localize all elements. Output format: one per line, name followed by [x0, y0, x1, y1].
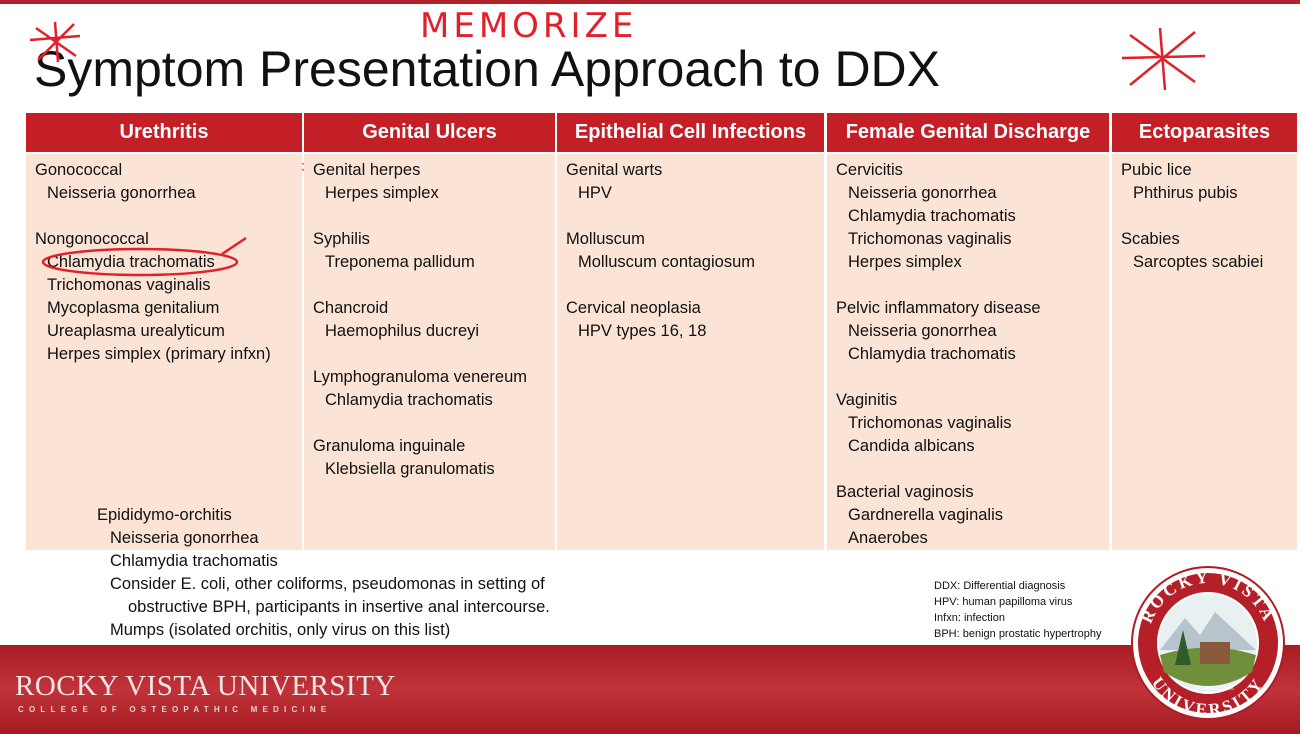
group-heading: Chancroid — [313, 299, 389, 317]
group-heading: Pubic lice — [1121, 161, 1192, 179]
group-item: Chlamydia trachomatis — [848, 207, 1016, 225]
asterisk — [1121, 27, 1206, 91]
group-item: Haemophilus ducreyi — [325, 322, 480, 340]
group-item: Herpes simplex — [848, 253, 962, 271]
group-item: Ureaplasma urealyticum — [47, 322, 225, 340]
group-heading: Cervical neoplasia — [566, 299, 701, 317]
group-item: Herpes simplex — [325, 184, 439, 202]
group-item: Consider E. coli, other coliforms, pseud… — [110, 575, 550, 616]
column-body: Cervicitis Neisseria gonorrhea Chlamydia t… — [827, 154, 1109, 550]
group-item: Sarcoptes scabiei — [1133, 253, 1264, 271]
group-item: Chlamydia trachomatis — [47, 253, 215, 271]
group-item: Trichomonas vaginalis — [848, 414, 1012, 432]
group-heading: Epididymo-orchitis — [97, 506, 232, 524]
group-item: Trichomonas vaginalis — [848, 230, 1012, 248]
group-item: HPV types 16, 18 — [578, 322, 707, 340]
group-item: Klebsiella granulomatis — [325, 460, 495, 478]
seal-text-path: ROCKY VISTA — [1137, 568, 1276, 626]
logo-name: ROCKY VISTA UNIVERSITY — [15, 670, 396, 702]
group-item: Anaerobes — [848, 529, 928, 547]
footnote: BPH: benign prostatic hypertrophy — [934, 628, 1102, 640]
group-item: Phthirus pubis — [1133, 184, 1238, 202]
group-item: Neisseria gonorrhea — [110, 529, 259, 547]
column-header: Female Genital Discharge — [827, 113, 1109, 152]
group-item: Trichomonas vaginalis — [47, 276, 211, 294]
group-item: Neisseria gonorrhea — [848, 322, 997, 340]
group-item: Neisseria gonorrhea — [47, 184, 196, 202]
group-heading: Granuloma inguinale — [313, 437, 466, 455]
column-header: Ectoparasites — [1112, 113, 1297, 152]
group-item: Neisseria gonorrhea — [848, 184, 997, 202]
column-header: Urethritis — [26, 113, 302, 152]
footnotes: DDX: Differential diagnosis HPV: human pa… — [934, 578, 1102, 642]
group-item: Candida albicans — [848, 437, 975, 455]
group-item: Herpes simplex (primary infxn) — [47, 345, 271, 363]
group-item: Chlamydia trachomatis — [110, 552, 278, 570]
group-item: Mumps (isolated orchitis, only virus on … — [110, 621, 451, 639]
group-heading: Lymphogranuloma venereum — [313, 368, 528, 386]
group: Pelvic inflammatory disease Neisseria gon… — [836, 297, 1109, 366]
group-heading: Genital warts — [566, 161, 663, 179]
group: Scabies Sarcoptes scabiei — [1121, 228, 1297, 274]
slide-title: Symptom Presentation Approach to DDX — [34, 41, 941, 97]
seal-text: ROCKY VISTA — [1137, 568, 1279, 626]
group-item: Molluscum contagiosum — [578, 253, 755, 271]
group: Molluscum Molluscum contagiosum — [566, 228, 824, 274]
group: Cervicitis Neisseria gonorrhea Chlamydia t… — [836, 159, 1109, 274]
logo-subtitle: COLLEGE OF OSTEOPATHIC MEDICINE — [18, 705, 332, 714]
handwritten-note: MEMORIZE — [420, 6, 638, 46]
epididymo-block: Epididymo-orchitis Neisseria gonorrhea Chl… — [97, 504, 598, 642]
group-heading: Pelvic inflammatory disease — [836, 299, 1041, 317]
group-item: Treponema pallidum — [325, 253, 475, 271]
group: Bacterial vaginosis Gardnerella vaginalis… — [836, 481, 1109, 550]
column-header: Genital Ulcers — [304, 113, 555, 152]
group: Pubic lice Phthirus pubis — [1121, 159, 1297, 205]
column-body: Gonococcal Neisseria gonorrhea Nongonococc… — [26, 154, 302, 550]
group: Gonococcal Neisseria gonorrhea — [35, 159, 302, 205]
group-item: Gardnerella vaginalis — [848, 506, 1004, 524]
footnote: HPV: human papilloma virus — [934, 596, 1073, 608]
column-body: Genital warts HPV Molluscum Molluscum conta… — [557, 154, 824, 550]
footer-band — [0, 645, 1300, 734]
group: Cervical neoplasia HPV types 16, 18 — [566, 297, 824, 343]
group-heading: Molluscum — [566, 230, 645, 248]
group-heading: Bacterial vaginosis — [836, 483, 974, 501]
footnote: DDX: Differential diagnosis — [934, 580, 1066, 592]
group-heading: Scabies — [1121, 230, 1180, 248]
group: Nongonococcal Chlamydia trachomatis Tricho… — [35, 228, 302, 366]
top-bar — [0, 0, 1300, 4]
group: Granuloma inguinale Klebsiella granulomat… — [313, 435, 555, 481]
group-heading: Syphilis — [313, 230, 370, 248]
group-item: Chlamydia trachomatis — [325, 391, 493, 409]
group: Syphilis Treponema pallidum — [313, 228, 555, 274]
group: Vaginitis Trichomonas vaginalis Candida al… — [836, 389, 1109, 458]
column-header: Epithelial Cell Infections — [557, 113, 824, 152]
group: Genital herpes Herpes simplex — [313, 159, 555, 205]
group-heading: Gonococcal — [35, 161, 123, 179]
group: Lymphogranuloma venereum Chlamydia tracho… — [313, 366, 555, 412]
group: Chancroid Haemophilus ducreyi — [313, 297, 555, 343]
column-body: Pubic lice Phthirus pubis Scabies Sarcoptes… — [1112, 154, 1297, 550]
group-heading: Cervicitis — [836, 161, 903, 179]
group-item: Chlamydia trachomatis — [848, 345, 1016, 363]
group-item: HPV — [578, 184, 612, 202]
group: Genital warts HPV — [566, 159, 824, 205]
column-body: Genital herpes Herpes simplex Syphilis Trep… — [304, 154, 555, 550]
group-heading: Vaginitis — [836, 391, 898, 409]
group-heading: Genital herpes — [313, 161, 421, 179]
group-heading: Nongonococcal — [35, 230, 149, 248]
footnote: Infxn: infection — [934, 612, 1005, 624]
group-item: Mycoplasma genitalium — [47, 299, 220, 317]
